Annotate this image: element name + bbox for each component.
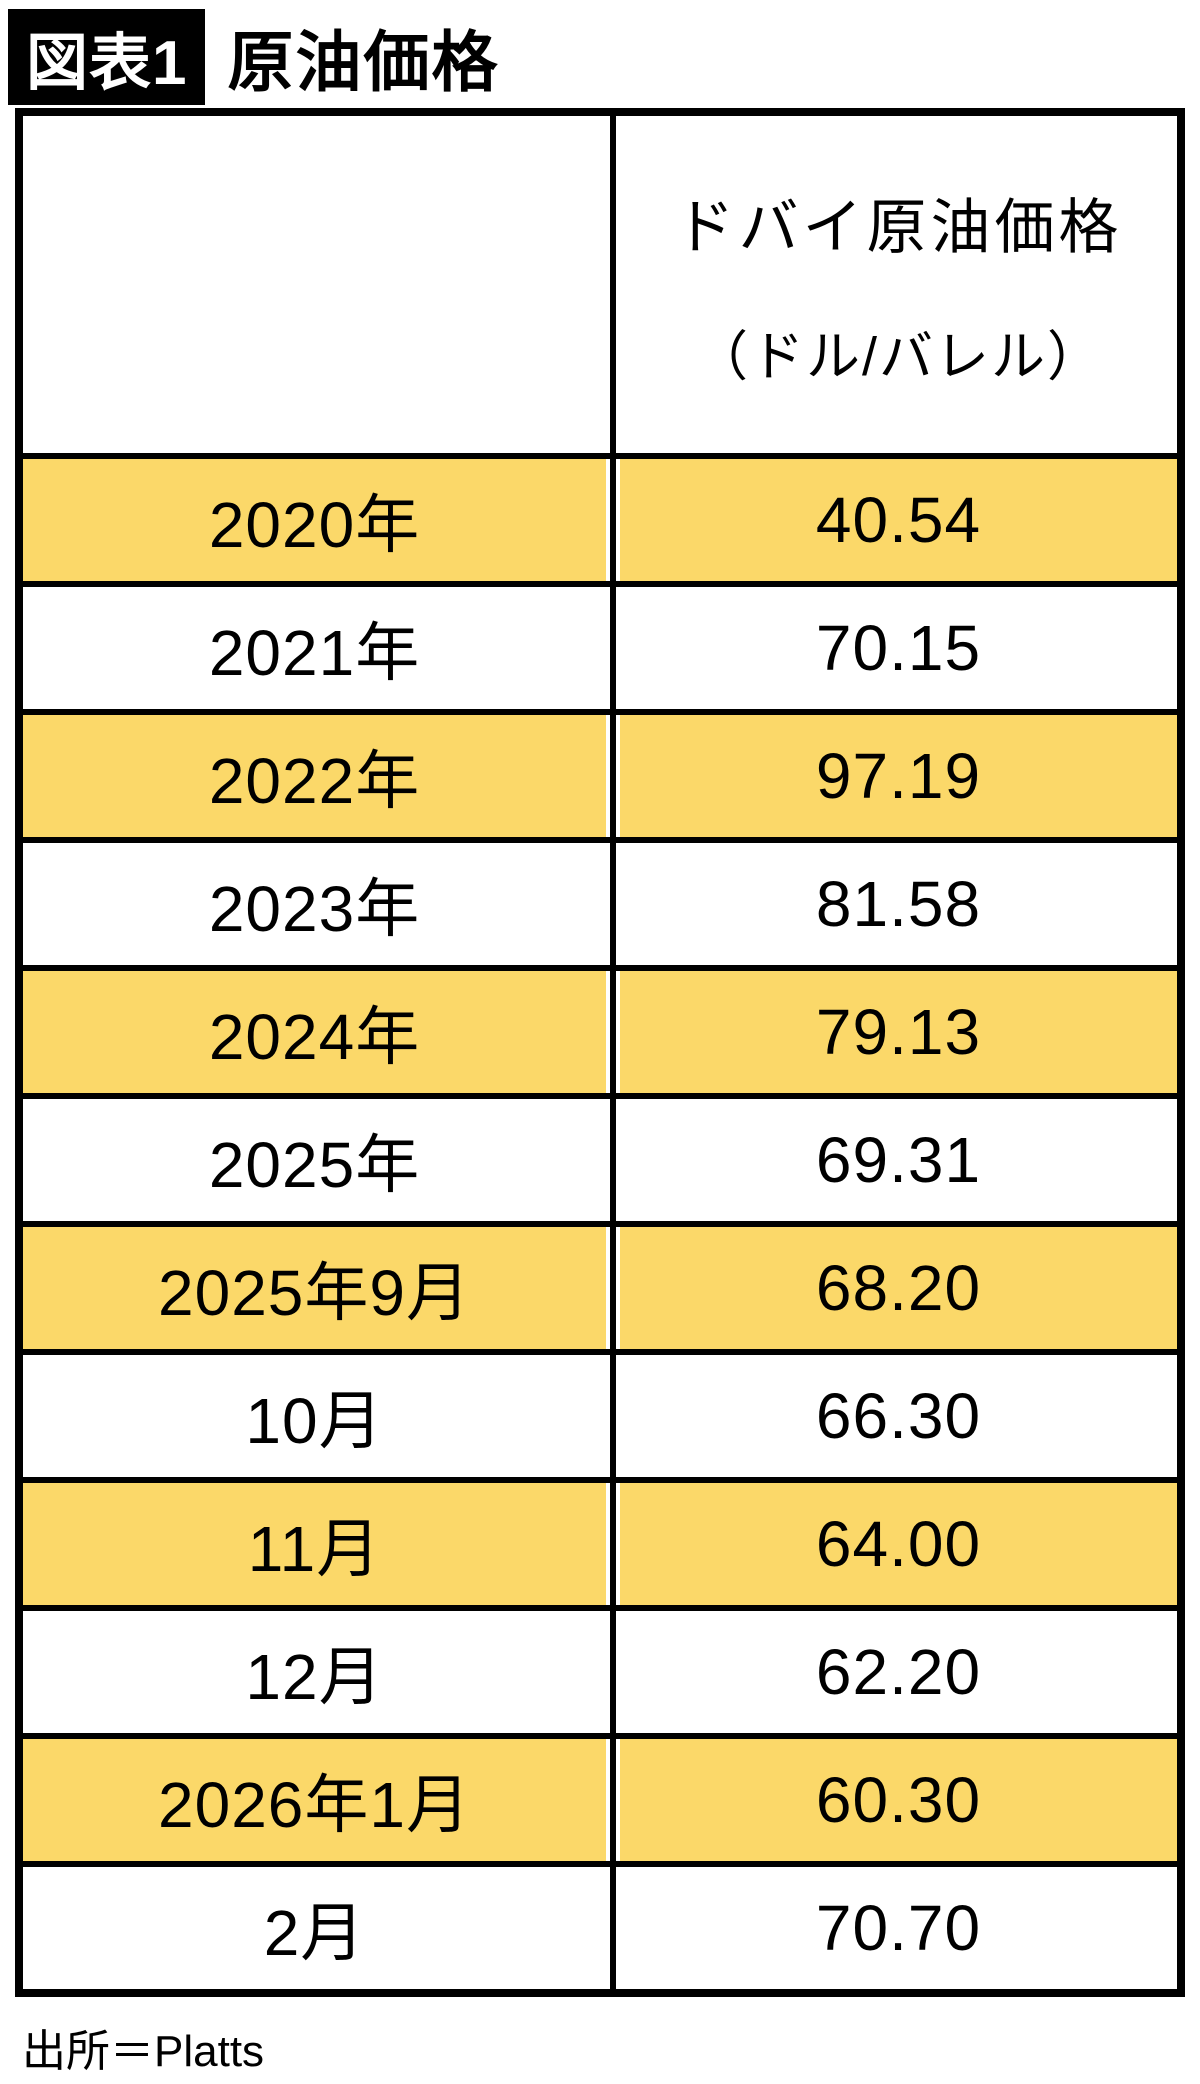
row-divider-line [23, 1605, 1177, 1611]
row-divider-line [23, 1093, 1177, 1099]
row-label: 2023年 [23, 843, 606, 965]
column-divider [606, 1355, 620, 1477]
column-divider [606, 116, 620, 453]
row-label: 10月 [23, 1355, 606, 1477]
row-label: 2025年9月 [23, 1227, 606, 1349]
header-value-cell: ドバイ原油価格 （ドル/バレル） [620, 116, 1177, 453]
row-value: 64.00 [620, 1483, 1177, 1605]
row-divider-line [23, 837, 1177, 843]
table-row: 12月 62.20 [23, 1611, 1177, 1733]
row-label: 12月 [23, 1611, 606, 1733]
table-row: 2月 70.70 [23, 1867, 1177, 1989]
row-label: 2月 [23, 1867, 606, 1989]
column-divider [606, 1739, 620, 1861]
oil-price-table: ドバイ原油価格 （ドル/バレル） 2020年 40.54 2021年 70.15… [15, 108, 1185, 1997]
row-divider-line [23, 1221, 1177, 1227]
figure-title-text: 原油価格 [227, 25, 500, 99]
header-label-cell [23, 116, 606, 453]
table-row: 2023年 81.58 [23, 843, 1177, 965]
column-divider [606, 715, 620, 837]
row-divider-line [23, 1861, 1177, 1867]
column-divider [606, 1611, 620, 1733]
row-value: 60.30 [620, 1739, 1177, 1861]
table-row: 10月 66.30 [23, 1355, 1177, 1477]
row-value: 66.30 [620, 1355, 1177, 1477]
column-divider [606, 1227, 620, 1349]
table-row: 2021年 70.15 [23, 587, 1177, 709]
figure-number-badge: 図表1 [8, 9, 206, 105]
row-label: 11月 [23, 1483, 606, 1605]
row-value: 70.70 [620, 1867, 1177, 1989]
table-row: 2020年 40.54 [23, 459, 1177, 581]
table-body: 2020年 40.54 2021年 70.15 2022年 97.19 2023… [23, 453, 1177, 1989]
row-divider-line [23, 581, 1177, 587]
table-row: 2024年 79.13 [23, 971, 1177, 1093]
row-divider-line [23, 1349, 1177, 1355]
table-row: 2025年9月 68.20 [23, 1227, 1177, 1349]
row-label: 2021年 [23, 587, 606, 709]
table-row: 2026年1月 60.30 [23, 1739, 1177, 1861]
header-value-unit: （ドル/バレル） [693, 326, 1103, 387]
column-divider [606, 1867, 620, 1989]
table-header-row: ドバイ原油価格 （ドル/バレル） [23, 116, 1177, 453]
row-value: 62.20 [620, 1611, 1177, 1733]
row-divider-line [23, 1477, 1177, 1483]
row-divider-line [23, 1733, 1177, 1739]
header-value-title: ドバイ原油価格 [674, 193, 1123, 261]
row-value: 70.15 [620, 587, 1177, 709]
column-divider [606, 971, 620, 1093]
column-divider [606, 843, 620, 965]
column-divider [606, 587, 620, 709]
table-row: 11月 64.00 [23, 1483, 1177, 1605]
row-label: 2026年1月 [23, 1739, 606, 1861]
row-value: 68.20 [620, 1227, 1177, 1349]
row-label: 2025年 [23, 1099, 606, 1221]
row-value: 97.19 [620, 715, 1177, 837]
column-divider [606, 1099, 620, 1221]
row-label: 2024年 [23, 971, 606, 1093]
table-row: 2022年 97.19 [23, 715, 1177, 837]
source-note: 出所＝Platts [22, 2027, 265, 2076]
row-divider-line [23, 453, 1177, 459]
row-value: 69.31 [620, 1099, 1177, 1221]
row-divider-line [23, 709, 1177, 715]
row-value: 79.13 [620, 971, 1177, 1093]
row-value: 40.54 [620, 459, 1177, 581]
row-value: 81.58 [620, 843, 1177, 965]
row-label: 2020年 [23, 459, 606, 581]
table-row: 2025年 69.31 [23, 1099, 1177, 1221]
row-divider-line [23, 965, 1177, 971]
figure-title: 図表1 原油価格 [0, 0, 1200, 108]
row-label: 2022年 [23, 715, 606, 837]
column-divider [606, 1483, 620, 1605]
column-divider [606, 459, 620, 581]
